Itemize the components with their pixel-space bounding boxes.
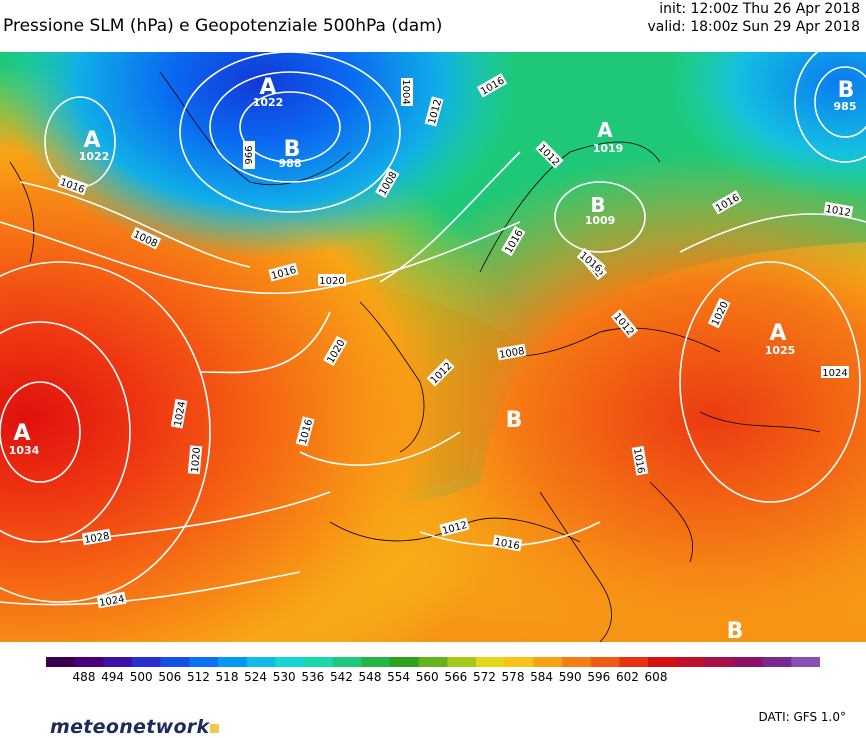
colorbar-swatch <box>189 657 219 667</box>
isobar-value: 1012 <box>825 204 852 219</box>
colorbar-swatch <box>132 657 162 667</box>
colorbar-tick: 530 <box>272 670 296 684</box>
colorbar-tick: 512 <box>186 670 210 684</box>
valid-time: valid: 18:00z Sun 29 Apr 2018 <box>647 19 861 35</box>
isobar-value: 1024 <box>98 594 125 609</box>
isobar-value: 1004 <box>400 79 411 104</box>
isobar-value: 1024 <box>173 400 188 427</box>
center-letter: A <box>83 128 100 153</box>
meteonetwork-logo: meteonetwork <box>50 716 220 738</box>
center-value: 1019 <box>593 142 624 155</box>
colorbar-swatch <box>676 657 706 667</box>
center-value: 985 <box>834 100 857 113</box>
isobar-value: 1020 <box>319 276 344 287</box>
colorbar-swatch <box>418 657 448 667</box>
colorbar-tick: 548 <box>358 670 382 684</box>
colorbar-swatch <box>562 657 592 667</box>
isobar-value: 1008 <box>498 346 525 361</box>
colorbar-tick: 560 <box>415 670 439 684</box>
colorbar-tick: 524 <box>244 670 268 684</box>
colorbar-swatch <box>390 657 420 667</box>
colorbar-tick: 596 <box>587 670 611 684</box>
colorbar-swatch <box>74 657 104 667</box>
colorbar-labels: 488 494 500 506 512 518 524 530 536 542 548 554 560 5… <box>46 670 820 686</box>
center-letter: A <box>13 421 30 446</box>
center-value: 1022 <box>253 96 284 109</box>
colorbar-tick: 518 <box>215 670 239 684</box>
coastlines <box>9 71 821 642</box>
data-source: DATI: GFS 1.0° <box>758 710 846 724</box>
colorbar-tick: 572 <box>472 670 496 684</box>
colorbar-swatch <box>590 657 620 667</box>
colorbar-swatch <box>447 657 477 667</box>
center-value: 1009 <box>585 214 616 227</box>
weather-map: A 1022 A 1022 B 988 A 1019 B 985 B 1009 … <box>0 52 866 642</box>
colorbar-tick: 554 <box>387 670 411 684</box>
colorbar-tick: 590 <box>558 670 582 684</box>
isobar-value: 1020 <box>190 447 203 473</box>
pressure-centers: A 1022 A 1022 B 988 A 1019 B 985 B 1009 … <box>9 75 857 642</box>
center-value: 988 <box>279 157 302 170</box>
colorbar-swatch <box>46 657 76 667</box>
colorbar-tick: 536 <box>301 670 325 684</box>
colorbar-swatch <box>762 657 792 667</box>
colorbar-tick: 602 <box>615 670 639 684</box>
colorbar-tick: 488 <box>72 670 96 684</box>
colorbar-swatch <box>705 657 735 667</box>
isobar-value: 1028 <box>83 531 110 546</box>
center-letter: B <box>838 78 855 103</box>
colorbar-swatch <box>504 657 534 667</box>
colorbar-tick: 506 <box>158 670 182 684</box>
colorbar-swatch <box>791 657 820 667</box>
logo-text: meteonetwork <box>50 716 210 738</box>
colorbar-swatch <box>734 657 764 667</box>
colorbar-swatch <box>332 657 362 667</box>
colorbar-tick: 578 <box>501 670 525 684</box>
colorbar-swatch <box>103 657 133 667</box>
colorbar-tick: 584 <box>530 670 554 684</box>
colorbar-swatch <box>218 657 248 667</box>
colorbar-swatch <box>533 657 563 667</box>
colorbar-swatch <box>275 657 305 667</box>
init-time: init: 12:00z Thu 26 Apr 2018 <box>659 1 860 17</box>
chart-title: Pressione SLM (hPa) e Geopotenziale 500h… <box>3 16 443 36</box>
colorbar-tick: 566 <box>444 670 468 684</box>
center-letter: B <box>506 408 523 433</box>
isobar-value: 1016 <box>631 447 646 474</box>
center-value: 1034 <box>9 444 40 457</box>
center-letter: B <box>727 619 744 642</box>
isobar-value: 1016 <box>494 537 521 552</box>
colorbar-swatch <box>361 657 391 667</box>
colorbar-swatch <box>476 657 506 667</box>
map-svg: A 1022 A 1022 B 988 A 1019 B 985 B 1009 … <box>0 52 866 642</box>
center-value: 1022 <box>79 150 110 163</box>
run-info: init: 12:00z Thu 26 Apr 2018 valid: 18:0… <box>648 0 861 36</box>
colorbar-swatch <box>246 657 276 667</box>
colorbar-swatch <box>160 657 190 667</box>
logo-square <box>210 724 220 733</box>
center-letter: B <box>284 137 301 162</box>
colorbar <box>46 657 820 667</box>
colorbar-tick: 542 <box>329 670 353 684</box>
colorbar-swatch <box>648 657 678 667</box>
colorbar-swatch <box>304 657 334 667</box>
colorbar-tick: 500 <box>129 670 153 684</box>
center-value: 1025 <box>765 344 796 357</box>
center-letter: A <box>597 118 613 142</box>
ne-low-shading <box>0 52 866 642</box>
isobar-value: 996 <box>242 145 253 164</box>
colorbar-tick: 608 <box>644 670 668 684</box>
center-letter: A <box>259 75 276 100</box>
center-letter: B <box>590 193 605 217</box>
isobar-value: 1024 <box>822 368 847 379</box>
colorbar-swatch <box>619 657 649 667</box>
center-letter: A <box>769 321 786 346</box>
colorbar-tick: 494 <box>101 670 125 684</box>
